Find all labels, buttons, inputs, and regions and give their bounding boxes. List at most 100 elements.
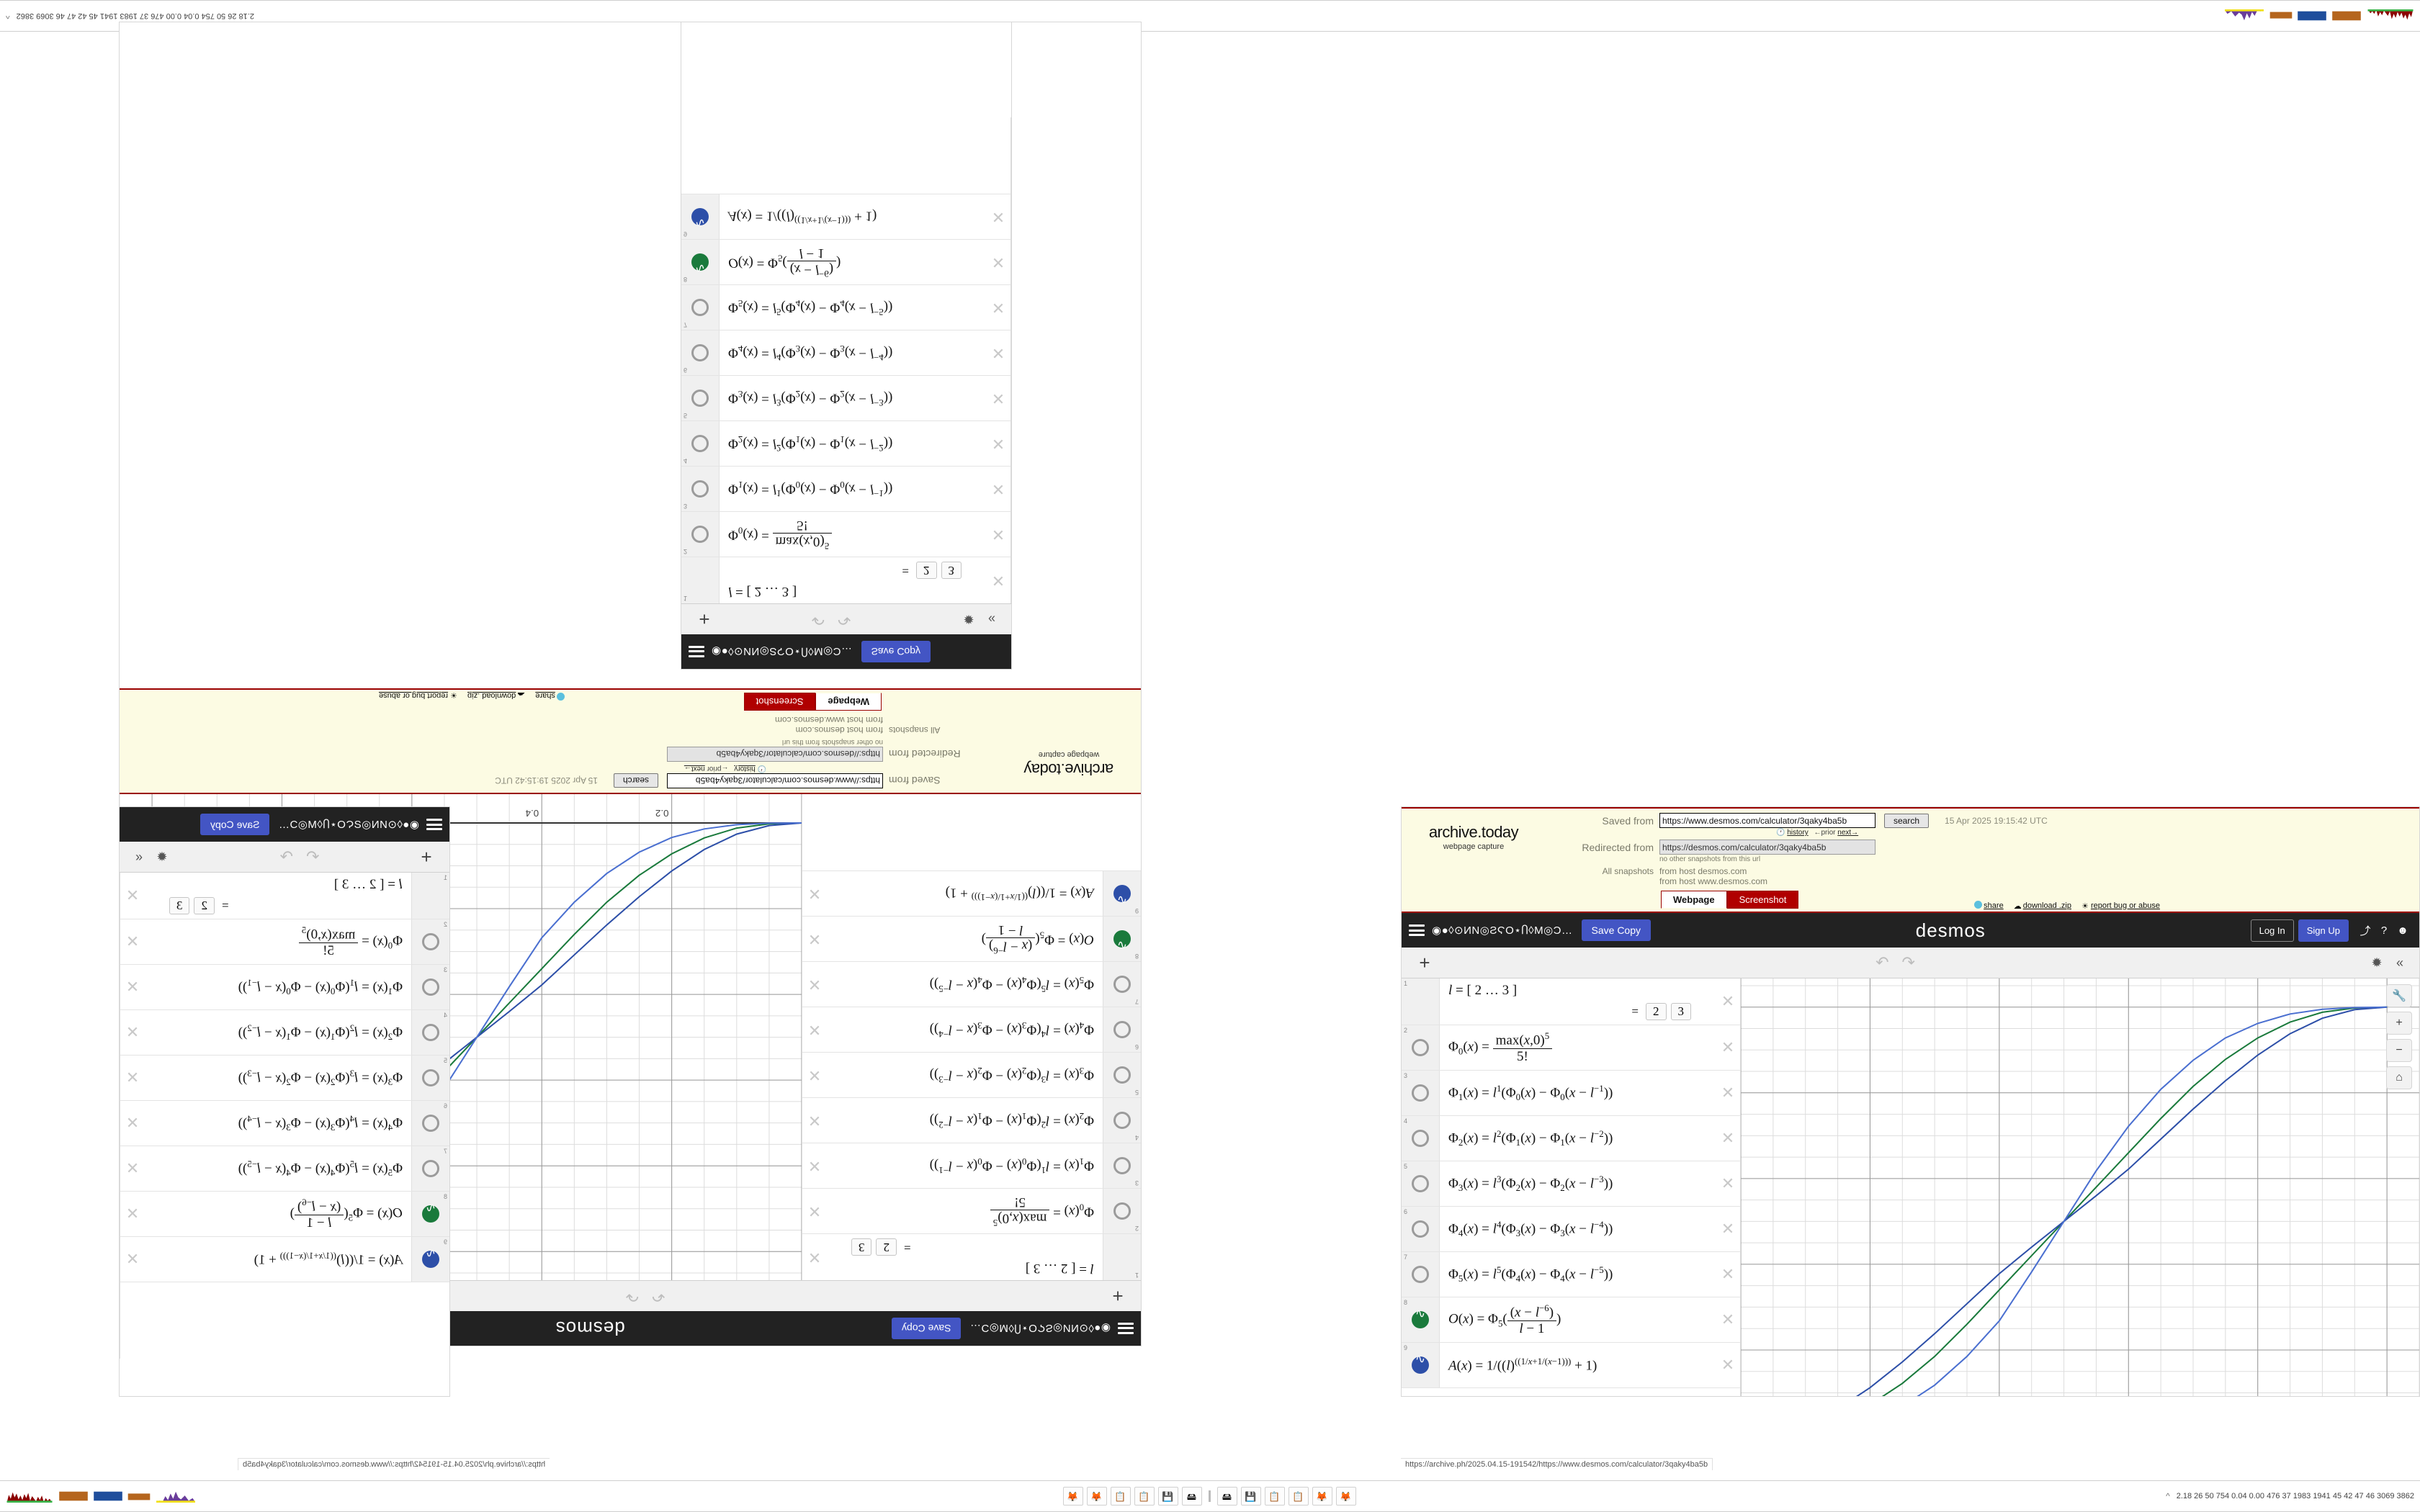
undo-redo-group-bl[interactable]: ↶↷: [266, 847, 320, 865]
expression-toggle[interactable]: [422, 1115, 439, 1132]
expression-row[interactable]: 6 Φ4(x) = l4(Φ3(x) − Φ3(x − l−4)) ✕: [802, 1007, 1141, 1052]
expression-row[interactable]: 8 O(x) = Φ5((x − l−6)l − 1) ✕: [1402, 1297, 1740, 1343]
expression-row[interactable]: 7 Φ5(x) = l5(Φ4(x) − Φ4(x − l−5)) ✕: [681, 284, 1010, 330]
taskbar-item-firefox-window-2[interactable]: 🦊: [1086, 1487, 1107, 1506]
expression-row[interactable]: 5 Φ3(x) = l3(Φ2(x) − Φ2(x − l−3)) ✕: [1402, 1161, 1740, 1207]
log-in-button[interactable]: Log In: [2250, 919, 2294, 942]
expression-toggle[interactable]: [1412, 1039, 1429, 1056]
expression-math[interactable]: Φ1(x) = l1(Φ0(x) − Φ0(x − l−1)): [1448, 1082, 1613, 1103]
delete-expression-icon[interactable]: ✕: [1721, 1356, 1735, 1374]
delete-expression-icon[interactable]: ✕: [125, 1250, 140, 1268]
expression-row[interactable]: 3 Φ1(x) = l1(Φ0(x) − Φ0(x − l−1)) ✕: [802, 1143, 1141, 1188]
tab-webpage[interactable]: Webpage: [815, 693, 882, 711]
delete-expression-icon[interactable]: ✕: [807, 1066, 822, 1084]
delete-expression-icon[interactable]: ✕: [807, 1021, 822, 1039]
tab-screenshot[interactable]: Screenshot: [1726, 891, 1799, 909]
taskbar-item-drive-window-1[interactable]: 🖴: [1181, 1487, 1202, 1506]
expression-math[interactable]: Φ4(x) = l4(Φ3(x) − Φ3(x − l−4)): [728, 343, 893, 364]
taskbar-item-notepad-window-1[interactable]: 📋: [1110, 1487, 1131, 1506]
expression-math[interactable]: Φ0(x) = max(x,0)5 5!: [827, 1189, 1103, 1233]
gear-icon[interactable]: ✹: [2371, 955, 2383, 970]
expression-math[interactable]: Φ4(x) = l4(Φ3(x) − Φ3(x − l−4)): [238, 1112, 403, 1133]
expression-row[interactable]: 9 A(x) = 1/((l)((1/x+1/(x−1))) + 1) ✕: [120, 1237, 449, 1282]
prior-link[interactable]: ←prior: [1814, 829, 1836, 837]
expression-toggle[interactable]: [1113, 976, 1131, 993]
delete-expression-icon[interactable]: ✕: [807, 1112, 822, 1130]
expression-toggle[interactable]: [1412, 1266, 1429, 1283]
value-chip[interactable]: 3: [169, 897, 190, 914]
expression-toggle[interactable]: [1113, 1202, 1131, 1220]
expression-math[interactable]: Φ2(x) = l2(Φ1(x) − Φ1(x − l−2)): [238, 1022, 403, 1043]
expression-toggle-green[interactable]: [691, 253, 709, 271]
hamburger-icon[interactable]: [426, 819, 442, 830]
save-copy-button-tl[interactable]: Save Copy: [892, 1318, 962, 1339]
redirected-from-input[interactable]: [667, 747, 883, 762]
delete-expression-icon[interactable]: ✕: [991, 526, 1005, 544]
delete-expression-icon[interactable]: ✕: [125, 978, 140, 996]
delete-expression-icon[interactable]: ✕: [1721, 1265, 1735, 1283]
expression-toggle-blue[interactable]: [1113, 885, 1131, 902]
expression-row[interactable]: 8 O(x) = Φ5((x − l−6)l − 1) ✕: [681, 239, 1010, 284]
taskbar-item-firefox-window-1[interactable]: 🦊: [1062, 1487, 1083, 1506]
expression-math[interactable]: Φ2(x) = l2(Φ1(x) − Φ1(x − l−2)): [728, 433, 893, 454]
expression-math[interactable]: A(x) = 1/((l)((1/x+1/(x−1))) + 1): [945, 885, 1094, 903]
expression-row[interactable]: 3 Φ1(x) = l1(Φ0(x) − Φ0(x − l−1)) ✕: [681, 466, 1010, 511]
expression-row[interactable]: 2 Φ0(x) = max(x,0)5 5! ✕: [120, 919, 449, 965]
graph-title-bl[interactable]: ◉●◊⊙ИN◎ƧϚО⋆Ⴖ◊M◎Ɔ…: [278, 819, 419, 831]
expression-toggle[interactable]: [422, 978, 439, 996]
value-chip[interactable]: 3: [851, 1238, 872, 1256]
delete-expression-icon[interactable]: ✕: [991, 390, 1005, 408]
taskbar-top[interactable]: 2.18 26 50 754 0.04 0.00 476 37 1983 194…: [0, 0, 2420, 32]
report-bug-link[interactable]: report bug or abuse: [2090, 901, 2160, 910]
value-chip[interactable]: 2: [194, 897, 215, 914]
expression-toggle-green[interactable]: [422, 1205, 439, 1223]
expression-row[interactable]: 6 Φ4(x) = l4(Φ3(x) − Φ3(x − l−4)) ✕: [681, 330, 1010, 375]
taskbar-item-notepad-window-2[interactable]: 📋: [1134, 1487, 1155, 1506]
expression-toggle[interactable]: [691, 480, 709, 498]
delete-expression-icon[interactable]: ✕: [991, 253, 1005, 271]
delete-expression-icon[interactable]: ✕: [1721, 1220, 1735, 1238]
taskbar-item-floppy-window-1[interactable]: 💾: [1157, 1487, 1178, 1506]
share-link[interactable]: share: [1984, 901, 2004, 910]
expression-math[interactable]: Φ5(x) = l5(Φ4(x) − Φ4(x − l−5)): [728, 297, 893, 318]
graph-title[interactable]: ◉●◊⊙ИN◎ƧϚО⋆Ⴖ◊M◎Ɔ…: [1432, 924, 1573, 937]
taskbar-top-expand-icon[interactable]: ^: [5, 11, 10, 21]
home-icon[interactable]: ⌂: [2386, 1066, 2412, 1089]
expression-math[interactable]: l = [ 2 … 3 ]: [728, 584, 797, 599]
expression-math[interactable]: Φ1(x) = l1(Φ0(x) − Φ0(x − l−1)): [929, 1156, 1094, 1176]
expression-row[interactable]: 5 Φ3(x) = l3(Φ2(x) − Φ2(x − l−3)) ✕: [120, 1056, 449, 1101]
delete-expression-icon[interactable]: ✕: [1721, 1038, 1735, 1056]
delete-expression-icon[interactable]: ✕: [1721, 1310, 1735, 1328]
archive-search-button[interactable]: search: [1884, 813, 1930, 828]
delete-expression-icon[interactable]: ✕: [125, 1159, 140, 1177]
expression-toggle-blue[interactable]: [691, 208, 709, 225]
value-chip[interactable]: 3: [941, 562, 962, 579]
graph-controls[interactable]: 🔧 + − ⌂: [2386, 984, 2412, 1089]
expression-row[interactable]: 4 Φ2(x) = l2(Φ1(x) − Φ1(x − l−2)) ✕: [1402, 1116, 1740, 1161]
add-expression-button[interactable]: +: [1419, 951, 1430, 973]
graph-title-tr[interactable]: ◉●◊⊙ИN◎ƧϚО⋆Ⴖ◊M◎Ɔ…: [712, 645, 853, 657]
expression-list-tr[interactable]: 1 l = [ 2 … 3 ] = 2 3 ✕ 2 Φ0(x) = max(x,0)…: [681, 117, 1011, 603]
expression-math[interactable]: O(x) = Φ5((x − l−6) l − 1): [728, 245, 841, 280]
taskbar-bottom[interactable]: 🦊 🦊 📋 📋 💾 🖴 🖴 💾 📋 📋 🦊 🦊 ^ 2.18 26 50 754 0.04 0.00 …: [0, 1480, 2420, 1512]
expression-row[interactable]: 7 Φ5(x) = l5(Φ4(x) − Φ4(x − l−5)) ✕: [802, 961, 1141, 1007]
share-link[interactable]: share: [535, 691, 555, 700]
save-copy-button-tr[interactable]: Save Copy: [861, 641, 931, 662]
collapse-icon[interactable]: «: [987, 612, 995, 627]
share-icon[interactable]: ⤴: [2360, 924, 2371, 937]
expression-math[interactable]: Φ1(x) = l1(Φ0(x) − Φ0(x − l−1)): [728, 479, 893, 500]
expression-toggle[interactable]: [422, 1160, 439, 1177]
delete-expression-icon[interactable]: ✕: [125, 1114, 140, 1132]
collapse-icon[interactable]: «: [135, 849, 143, 864]
delete-expression-icon[interactable]: ✕: [991, 572, 1005, 590]
expression-row[interactable]: 5 Φ3(x) = l3(Φ2(x) − Φ2(x − l−3)) ✕: [802, 1052, 1141, 1097]
history-link[interactable]: history: [734, 765, 756, 773]
delete-expression-icon[interactable]: ✕: [807, 1157, 822, 1175]
expression-row[interactable]: 2 Φ0(x) = max(x,0)5 5! ✕: [681, 511, 1010, 557]
value-chip[interactable]: 3: [1670, 1003, 1691, 1020]
expression-math[interactable]: l = [ 2 … 3 ]: [1025, 1261, 1094, 1276]
saved-from-input[interactable]: [667, 773, 883, 788]
expression-toggle-blue[interactable]: [422, 1251, 439, 1268]
expression-math[interactable]: Φ4(x) = l4(Φ3(x) − Φ3(x − l−4)): [1448, 1218, 1613, 1239]
value-chip[interactable]: 2: [876, 1238, 897, 1256]
